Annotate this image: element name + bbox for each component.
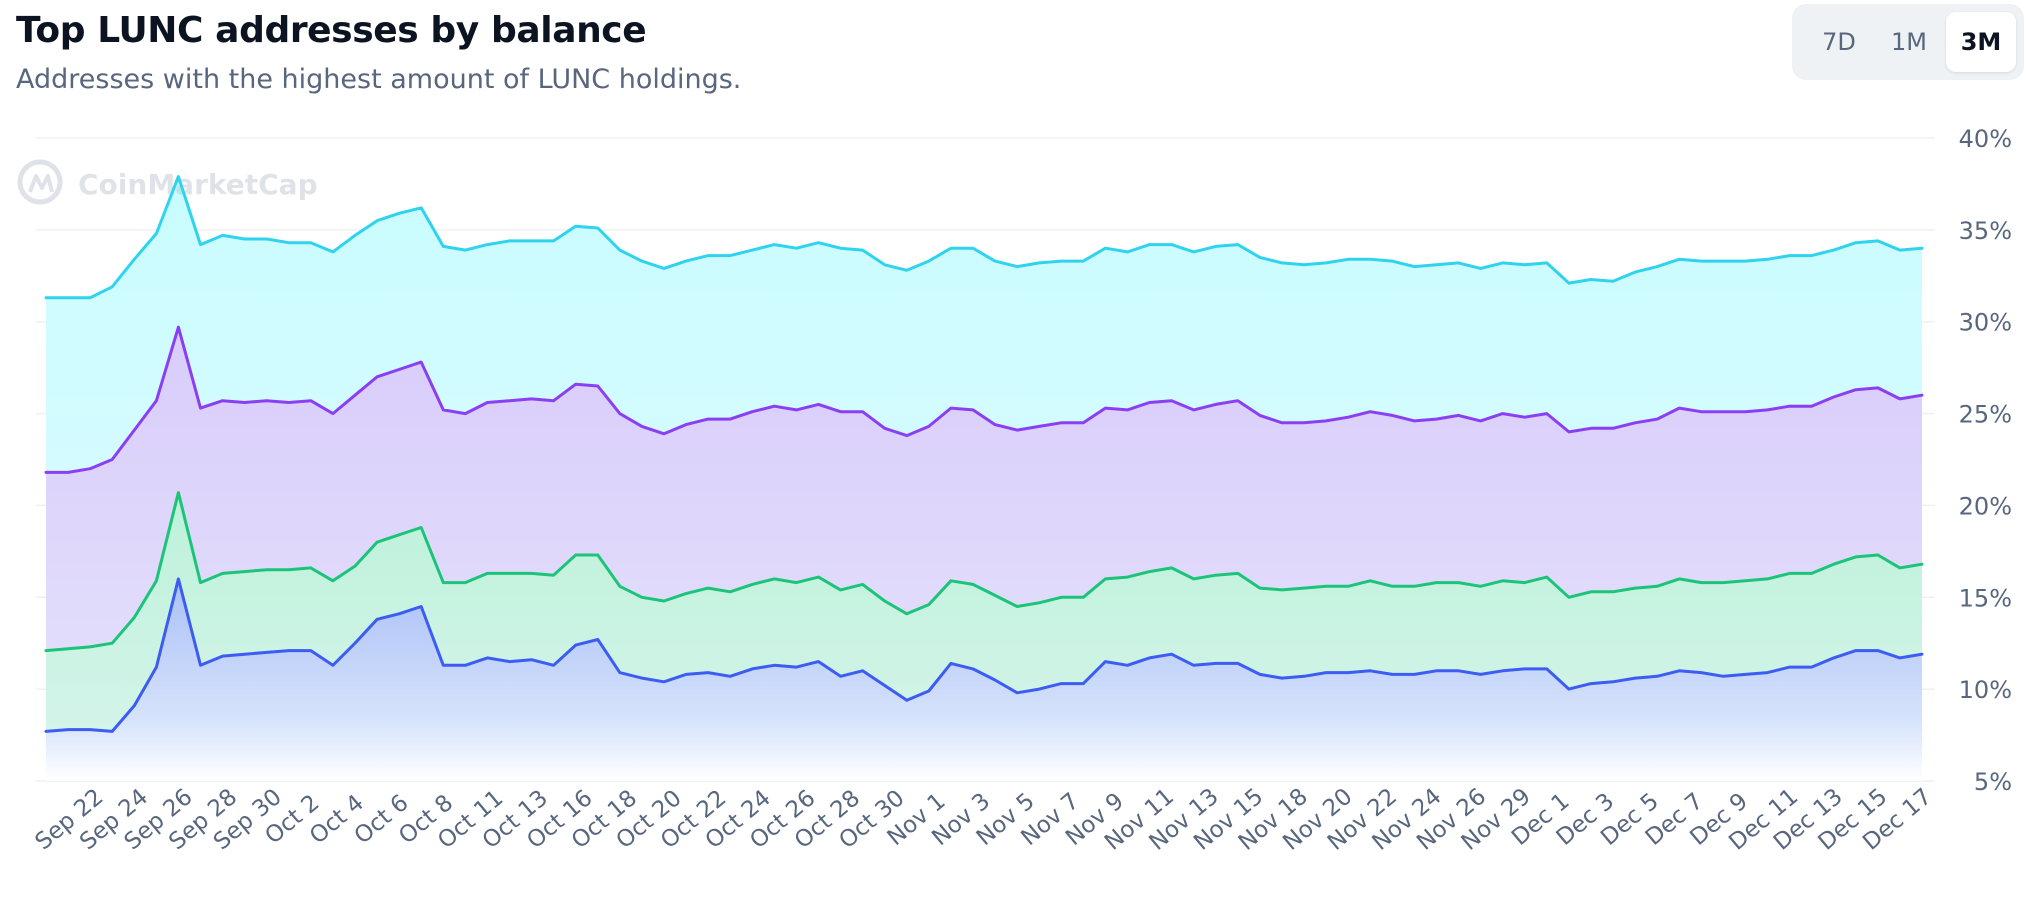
cyan-series-line[interactable] xyxy=(44,175,1924,300)
y-tick-label: 35% xyxy=(1959,217,2012,245)
y-tick-label: 5% xyxy=(1974,768,2012,796)
blue-series-area xyxy=(46,578,1922,781)
y-tick-label: 40% xyxy=(1959,125,2012,153)
range-3m-button[interactable]: 3M xyxy=(1946,12,2016,72)
range-7d-button[interactable]: 7D xyxy=(1822,28,1856,56)
chart-subtitle: Addresses with the highest amount of LUN… xyxy=(16,64,742,95)
y-tick-label: 25% xyxy=(1959,401,2012,429)
series-areas xyxy=(46,176,1922,782)
y-tick-label: 10% xyxy=(1959,676,2012,704)
green-series-line[interactable] xyxy=(44,491,1924,653)
range-1m-button[interactable]: 1M xyxy=(1891,28,1927,56)
coinmarketcap-logo-mark xyxy=(28,174,54,193)
series-lines xyxy=(44,175,1924,733)
blue-series-line[interactable] xyxy=(44,577,1924,733)
time-range-switch: 7D 1M 3M xyxy=(1792,4,2024,80)
y-axis-labels: 5% 10% 15% 20% 25% 30% 35% 40% xyxy=(1959,125,2012,796)
coinmarketcap-watermark: CoinMarketCap xyxy=(17,159,318,205)
coinmarketcap-logo-icon xyxy=(17,159,63,205)
chart-title: Top LUNC addresses by balance xyxy=(16,10,647,51)
purple-series-line[interactable] xyxy=(44,325,1924,474)
y-tick-label: 15% xyxy=(1959,584,2012,612)
y-tick-label: 30% xyxy=(1959,309,2012,337)
y-tick-label: 20% xyxy=(1959,492,2012,520)
watermark-text: CoinMarketCap xyxy=(78,168,318,201)
